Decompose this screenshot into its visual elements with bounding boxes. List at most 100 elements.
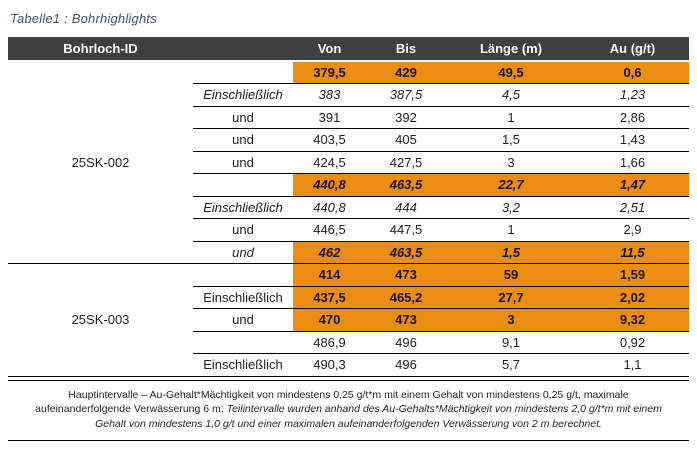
laenge-cell: 3,2 xyxy=(446,196,576,219)
table-row: und 424,5 427,5 3 1,66 xyxy=(8,151,689,174)
von-cell: 470 xyxy=(293,308,366,332)
table-row: 25SK-002 379,5 429 49,5 0,6 xyxy=(8,61,689,264)
header-interval-label xyxy=(193,37,293,62)
au-cell: 1,43 xyxy=(576,128,689,152)
von-cell: 383 xyxy=(293,83,366,107)
laenge-cell: 1 xyxy=(446,218,576,242)
von-cell: 424,5 xyxy=(293,151,366,174)
au-cell: 2,9 xyxy=(576,218,689,242)
laenge-cell: 49,5 xyxy=(446,61,576,84)
interval-label-cell: und xyxy=(193,241,293,264)
table-header: Bohrloch-ID Von Bis Länge (m) Au (g/t) xyxy=(8,37,689,62)
bis-cell: 429 xyxy=(366,61,446,84)
au-cell: 1,59 xyxy=(576,263,689,287)
laenge-cell: 1,5 xyxy=(446,128,576,152)
interval-label-cell xyxy=(193,61,293,84)
von-cell: 446,5 xyxy=(293,218,366,242)
table-row: und 391 392 1 2,86 xyxy=(8,106,689,129)
von-cell: 440,8 xyxy=(293,196,366,219)
interval-label-cell: und xyxy=(193,218,293,242)
au-cell: 2,51 xyxy=(576,196,689,219)
header-row: Bohrloch-ID Von Bis Länge (m) Au (g/t) xyxy=(8,37,689,62)
table-row: Einschließlich 440,8 444 3,2 2,51 xyxy=(8,196,689,219)
interval-label-cell: Einschließlich xyxy=(193,353,293,377)
von-cell: 403,5 xyxy=(293,128,366,152)
table-body: 25SK-002 379,5 429 49,5 0,6 Einschließlich 383… xyxy=(8,61,689,377)
footnote-sub-intervals-text: Teilintervalle wurden anhand des Au-Geha… xyxy=(95,403,662,431)
au-cell: 9,32 xyxy=(576,308,689,332)
au-cell: 1,1 xyxy=(576,353,689,377)
interval-label-cell: und xyxy=(193,308,293,332)
table-row: und 470 473 3 9,32 xyxy=(8,308,689,332)
bis-cell: 473 xyxy=(366,263,446,287)
interval-label-cell: und xyxy=(193,151,293,174)
interval-label-cell: und xyxy=(193,106,293,129)
table-row: und 403,5 405 1,5 1,43 xyxy=(8,128,689,152)
laenge-cell: 22,7 xyxy=(446,173,576,197)
au-cell: 1,66 xyxy=(576,151,689,174)
bohrloch-id-cell: 25SK-002 xyxy=(8,61,193,264)
bis-cell: 465,2 xyxy=(366,286,446,309)
table-row: 440,8 463,5 22,7 1,47 xyxy=(8,173,689,197)
laenge-cell: 9,1 xyxy=(446,331,576,354)
von-cell: 437,5 xyxy=(293,286,366,309)
bis-cell: 444 xyxy=(366,196,446,219)
bohrloch-id-cell: 25SK-003 xyxy=(8,263,193,377)
bis-cell: 463,5 xyxy=(366,173,446,197)
bis-cell: 496 xyxy=(366,353,446,377)
drill-highlights-table: Bohrloch-ID Von Bis Länge (m) Au (g/t) 2… xyxy=(8,37,689,377)
au-cell: 1,47 xyxy=(576,173,689,197)
interval-label-cell xyxy=(193,173,293,197)
bis-cell: 387,5 xyxy=(366,83,446,107)
von-cell: 486,9 xyxy=(293,331,366,354)
interval-label-cell: Einschließlich xyxy=(193,83,293,107)
table-row: Einschließlich 437,5 465,2 27,7 2,02 xyxy=(8,286,689,309)
header-bis: Bis xyxy=(366,37,446,62)
bis-cell: 463,5 xyxy=(366,241,446,264)
laenge-cell: 1,5 xyxy=(446,241,576,264)
au-cell: 2,86 xyxy=(576,106,689,129)
table-row: und 462 463,5 1,5 11,5 xyxy=(8,241,689,264)
footnote-main-intervals-text: Hauptintervalle – Au-Gehalt*Mächtigkeit … xyxy=(35,388,629,416)
bis-cell: 496 xyxy=(366,331,446,354)
interval-label-cell: und xyxy=(193,128,293,152)
au-cell: 1,23 xyxy=(576,83,689,107)
header-au: Au (g/t) xyxy=(576,37,689,62)
table-row: 486,9 496 9,1 0,92 xyxy=(8,331,689,354)
table-row: Einschließlich 383 387,5 4,5 1,23 xyxy=(8,83,689,107)
table-row: und 446,5 447,5 1 2,9 xyxy=(8,218,689,242)
bis-cell: 427,5 xyxy=(366,151,446,174)
table-row: Einschließlich 490,3 496 5,7 1,1 xyxy=(8,353,689,377)
footnote: Hauptintervalle – Au-Gehalt*Mächtigkeit … xyxy=(8,379,689,442)
laenge-cell: 3 xyxy=(446,308,576,332)
au-cell: 2,02 xyxy=(576,286,689,309)
von-cell: 440,8 xyxy=(293,173,366,197)
interval-label-cell xyxy=(193,263,293,287)
header-von: Von xyxy=(293,37,366,62)
bis-cell: 405 xyxy=(366,128,446,152)
au-cell: 0,6 xyxy=(576,61,689,84)
bis-cell: 392 xyxy=(366,106,446,129)
von-cell: 462 xyxy=(293,241,366,264)
laenge-cell: 59 xyxy=(446,263,576,287)
bis-cell: 447,5 xyxy=(366,218,446,242)
von-cell: 391 xyxy=(293,106,366,129)
interval-label-cell: Einschließlich xyxy=(193,196,293,219)
interval-label-cell xyxy=(193,331,293,354)
header-bohrloch-id: Bohrloch-ID xyxy=(8,37,193,62)
laenge-cell: 5,7 xyxy=(446,353,576,377)
von-cell: 490,3 xyxy=(293,353,366,377)
laenge-cell: 3 xyxy=(446,151,576,174)
von-cell: 379,5 xyxy=(293,61,366,84)
laenge-cell: 4,5 xyxy=(446,83,576,107)
interval-label-cell: Einschließlich xyxy=(193,286,293,309)
laenge-cell: 1 xyxy=(446,106,576,129)
von-cell: 414 xyxy=(293,263,366,287)
bis-cell: 473 xyxy=(366,308,446,332)
table-row: 25SK-003 414 473 59 1,59 xyxy=(8,263,689,377)
au-cell: 0,92 xyxy=(576,331,689,354)
table-title: Tabelle1 : Bohrhighlights xyxy=(10,11,157,26)
header-laenge: Länge (m) xyxy=(446,37,576,62)
au-cell: 11,5 xyxy=(576,241,689,264)
